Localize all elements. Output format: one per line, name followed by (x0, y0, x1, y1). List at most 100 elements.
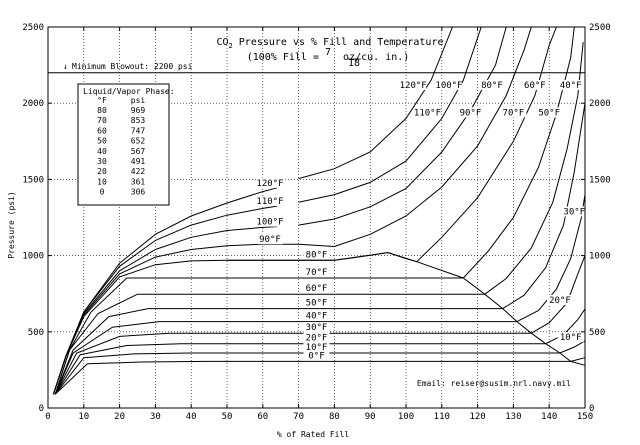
x-tick-label: 10 (78, 412, 89, 422)
x-tick-label: 120 (469, 412, 485, 422)
blowout-arrow: ↓ (63, 62, 68, 71)
series-curve (54, 308, 503, 395)
phase-table-temp: 30 (97, 157, 107, 166)
phase-table-psi: 361 (131, 177, 146, 186)
x-tick-label: 30 (150, 412, 161, 422)
y-tick-label-right: 1500 (589, 175, 611, 185)
y-tick-label: 500 (28, 328, 44, 338)
phase-table-title: Liquid/Vapor Phase: (83, 87, 175, 96)
blowout-label: Minimum Blowout: 2200 psi (72, 62, 193, 71)
phase-table-temp: 0 (100, 188, 105, 197)
label-backdrop (557, 79, 584, 90)
y-tick-label-right: 2000 (589, 99, 611, 109)
saturation-curve (227, 252, 586, 366)
label-backdrop (256, 216, 283, 227)
branch-label: 50°F (538, 108, 560, 118)
label-backdrop (500, 107, 527, 118)
label-backdrop (546, 294, 573, 305)
series-branch (298, 26, 507, 226)
series-branch (462, 26, 575, 279)
label-backdrop (536, 107, 563, 118)
label-backdrop (478, 79, 505, 90)
phase-table-header-psi: psi (131, 96, 146, 105)
plateau-label: 90°F (259, 235, 281, 245)
label-backdrop (256, 177, 283, 188)
branch-label: 30°F (563, 207, 585, 217)
series-branch (502, 103, 586, 310)
branch-label: 20°F (549, 296, 571, 306)
phase-table-temp: 50 (97, 137, 107, 146)
chart-subtitle: (100% Fill = 7 oz/cu. in.) (247, 47, 410, 63)
series-branch (416, 26, 557, 263)
phase-table-rows: 80 969 70 853 60 747 50 652 40 567 30 491 20 422 10 361… (97, 106, 145, 197)
phase-table-psi: 567 (131, 147, 146, 156)
series-branch (545, 308, 586, 345)
phase-table-temp: 80 (97, 106, 107, 115)
phase-table-psi: 747 (131, 126, 146, 135)
label-backdrop (303, 249, 330, 260)
label-backdrop (457, 107, 484, 118)
series-branch (298, 26, 453, 180)
x-tick-label: 130 (505, 412, 521, 422)
branch-label: 100°F (435, 81, 462, 91)
plateau-label: 100°F (256, 218, 283, 228)
label-backdrop (521, 79, 548, 90)
y-tick-label: 1000 (22, 252, 44, 262)
y-tick-label: 1500 (22, 175, 44, 185)
series-branch (298, 26, 482, 203)
series-curve (54, 321, 517, 395)
plateau-label: 80°F (306, 250, 328, 260)
y-tick-label-right: 2500 (589, 23, 611, 33)
plateau-label: 50°F (306, 298, 328, 308)
label-backdrop (256, 196, 283, 207)
branch-label: 80°F (481, 81, 503, 91)
label-backdrop (303, 282, 330, 293)
plateau-label: 60°F (306, 284, 328, 294)
phase-table-temp: 10 (97, 177, 107, 186)
series-curve (54, 360, 571, 395)
phase-table: Liquid/Vapor Phase: °F psi 80 969 70 853 60 7… (77, 83, 175, 206)
branch-label: 40°F (560, 81, 582, 91)
x-tick-label: 100 (398, 412, 414, 422)
x-tick-label: 0 (45, 412, 50, 422)
label-backdrop (303, 322, 330, 333)
plateau-label: 10°F (306, 343, 328, 353)
label-backdrop (561, 206, 588, 217)
x-tick-label: 80 (329, 412, 340, 422)
phase-table-temp: 70 (97, 116, 107, 125)
series-branch (570, 357, 586, 362)
phase-table-psi: 491 (131, 157, 146, 166)
axes: 0 10 20 30 40 50 60 70 80 90 100 110 120 130 140 1500 05… (22, 23, 610, 422)
x-tick-label: 90 (365, 412, 376, 422)
x-tick-label: 150 (577, 412, 593, 422)
series-curve (54, 332, 532, 395)
label-backdrop (303, 297, 330, 308)
y-axis-label: Pressure (psi) (7, 191, 16, 258)
label-backdrop (557, 332, 584, 343)
y-tick-label-right: 0 (589, 404, 594, 414)
email-text: Email: reiser@susim.nrl.navy.mil (417, 379, 571, 388)
branch-label: 120°F (400, 81, 427, 91)
series-curve (54, 343, 546, 395)
y-tick-label: 0 (39, 404, 44, 414)
subtitle-denominator: 18 (348, 58, 360, 69)
plateau-label: 0°F (308, 351, 324, 361)
phase-table-temp: 40 (97, 147, 107, 156)
branch-label: 90°F (460, 108, 482, 118)
plateau-label: 70°F (306, 268, 328, 278)
chart-title: CO2 Pressure vs % Fill and Temperature (217, 37, 444, 50)
plot-frame (47, 26, 586, 409)
x-tick-label: 110 (434, 412, 450, 422)
label-backdrop (303, 332, 330, 343)
branch-label: 70°F (503, 108, 525, 118)
x-tick-label: 40 (186, 412, 197, 422)
plateau-label: 40°F (306, 311, 328, 321)
series-branch (484, 42, 584, 295)
branch-label: 110°F (414, 108, 441, 118)
series-curve (54, 293, 485, 395)
plateau-label: 120°F (256, 179, 283, 189)
y-tick-label: 2500 (22, 23, 44, 33)
phase-table-psi: 652 (131, 137, 146, 146)
